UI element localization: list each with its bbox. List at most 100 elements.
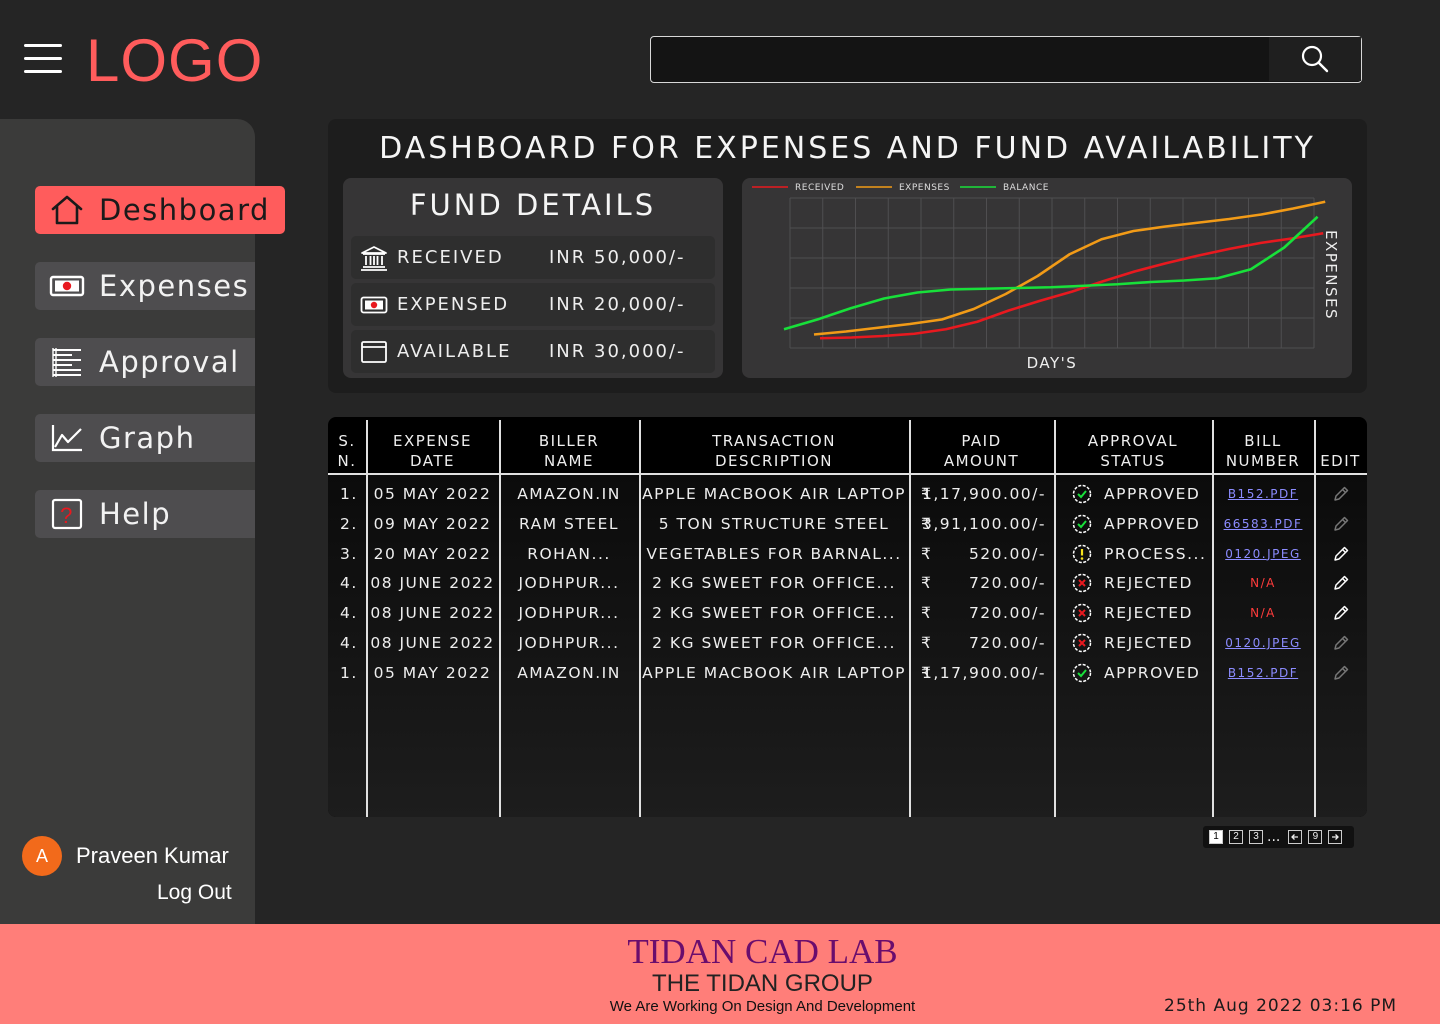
next-page-button[interactable] [1328,830,1343,844]
edit-button[interactable] [1314,539,1367,569]
home-icon [35,194,99,226]
pencil-icon [1333,605,1348,620]
cell-biller: AMAZON.IN [517,663,621,682]
expenses-table: S. N. EXPENSE DATE BILLER NAME TRANSACTION … [328,417,1367,817]
avatar[interactable]: A [22,836,62,876]
bank-icon [351,245,397,271]
sidebar-item-help[interactable]: ? Help [35,490,255,538]
table-row[interactable]: 4. 08 JUNE 2022 JODHPUR... 2 KG SWEET FOR O… [328,628,1367,658]
column-header[interactable]: PAID AMOUNT [943,432,1020,470]
expense-chart: RECEIVED EXPENSES BALANCE DAY'S EXPENSES [742,178,1352,378]
cell-amount: 520.00/- [968,544,1046,563]
column-header[interactable]: TRANSACTION DESCRIPTION [712,432,836,470]
footer-datetime: 25th Aug 2022 03:16 PM [1164,996,1398,1016]
sidebar-item-label: Deshboard [99,193,270,227]
cell-sn: 1. [340,485,358,503]
status-label: APPROVED [1104,485,1201,503]
table-row[interactable]: 4. 08 JUNE 2022 JODHPUR... 2 KG SWEET FOR O… [328,598,1367,628]
wallet-icon [351,340,397,364]
bill-link[interactable]: 66583.PDF [1223,516,1303,531]
bill-link[interactable]: B152.PDF [1227,665,1299,680]
bill-link[interactable]: B152.PDF [1227,487,1299,501]
cell-currency: ₹ [921,574,933,593]
dashboard-title: DASHBOARD FOR EXPENSES AND FUND AVAILABI… [379,131,1316,166]
column-divider [1212,420,1214,817]
pagination: 1 2 3... 9 [1203,826,1355,848]
column-header[interactable]: BILLER NAME [538,432,600,470]
bill-na: N/A [1250,576,1276,591]
cell-sn: 3. [340,544,358,563]
status-label: REJECTED [1104,634,1193,652]
cell-description: 2 KG SWEET FOR OFFICE... [652,604,896,623]
sidebar-item-dashboard[interactable]: Deshboard [35,186,285,234]
table-row[interactable]: 4. 08 JUNE 2022 JODHPUR... 2 KG SWEET FOR O… [328,568,1367,598]
cell-currency: ₹ [921,634,933,652]
pencil-icon [1333,576,1348,591]
legend-label: EXPENSES [899,183,950,193]
column-header[interactable]: EXPENSE DATE [393,432,472,470]
table-row[interactable]: 1. 05 MAY 2022 AMAZON.IN APPLE MACBOOK AIR … [328,479,1367,509]
x-circle-icon [1072,574,1092,593]
svg-text:?: ? [60,503,74,528]
hamburger-icon[interactable] [24,44,62,74]
column-header[interactable]: S. N. [337,432,357,470]
cell-date: 05 MAY 2022 [373,663,492,682]
column-header[interactable]: BILL NUMBER [1225,432,1301,470]
sidebar-item-graph[interactable]: Graph [35,414,255,462]
cell-status: REJECTED [1072,598,1212,628]
search-bar [650,36,1362,83]
table-row[interactable]: 2. 09 MAY 2022 RAM STEEL 5 TON STRUCTURE ST… [328,509,1367,539]
pencil-icon [1333,546,1348,561]
cell-currency: ₹ [921,485,933,503]
cell-sn: 4. [340,574,358,593]
edit-button[interactable] [1314,598,1367,628]
edit-button[interactable] [1314,568,1367,598]
cell-description: 2 KG SWEET FOR OFFICE... [652,574,896,593]
pencil-icon [1333,665,1348,680]
status-label: REJECTED [1104,574,1193,593]
page-button[interactable]: 3 [1249,830,1263,844]
page-button[interactable]: 2 [1229,830,1243,844]
status-label: APPROVED [1104,514,1201,533]
fund-row-expensed: EXPENSED INR 20,000/- [351,283,715,326]
table-body-bg [328,474,1367,817]
cell-currency: ₹ [921,604,933,623]
series-line-balance [783,215,1319,331]
cell-amount: 720.00/- [968,604,1046,623]
search-input[interactable] [651,37,1268,81]
prev-page-button[interactable] [1288,830,1303,844]
x-circle-icon [1072,633,1092,653]
column-divider [499,420,501,817]
logo: LOGO [86,27,264,94]
cell-date: 08 JUNE 2022 [370,634,495,652]
x-axis-label: DAY'S [1027,354,1078,372]
bill-link[interactable]: 0120.JPEG [1225,636,1301,650]
arrow-right-icon [1332,834,1340,840]
cell-sn: 4. [340,634,358,652]
page-button[interactable]: 1 [1209,830,1223,844]
fund-value: INR 30,000/- [549,341,686,362]
column-divider [639,420,641,817]
header-divider [328,473,1367,475]
edit-button [1314,509,1367,539]
bill-na: N/A [1250,606,1276,621]
search-button[interactable] [1269,37,1361,81]
fund-details-card: FUND DETAILS RECEIVED INR 50,000/- EXPEN… [343,178,723,378]
cell-currency: ₹ [921,514,933,533]
series-line-expenses [813,200,1326,336]
pencil-icon [1333,486,1348,501]
column-header[interactable]: APPROVAL STATUS [1087,432,1179,470]
edit-button [1314,658,1367,688]
column-header[interactable]: EDIT [1320,452,1361,470]
fund-details-title: FUND DETAILS [409,188,657,222]
table-row[interactable]: 1. 05 MAY 2022 AMAZON.IN APPLE MACBOOK AIR … [328,658,1367,688]
page-button[interactable]: 9 [1308,830,1323,844]
logout-link[interactable]: Log Out [157,881,232,904]
bill-link[interactable]: 0120.JPEG [1225,546,1301,561]
sidebar-item-expenses[interactable]: Expenses [35,262,255,310]
fund-label: RECEIVED [397,247,504,268]
sidebar-item-approval[interactable]: Approval [35,338,255,386]
cell-date: 08 JUNE 2022 [370,574,495,593]
table-row[interactable]: 3. 20 MAY 2022 ROHAN... VEGETABLES FOR BARN… [328,539,1367,569]
cell-amount: 720.00/- [968,634,1046,652]
